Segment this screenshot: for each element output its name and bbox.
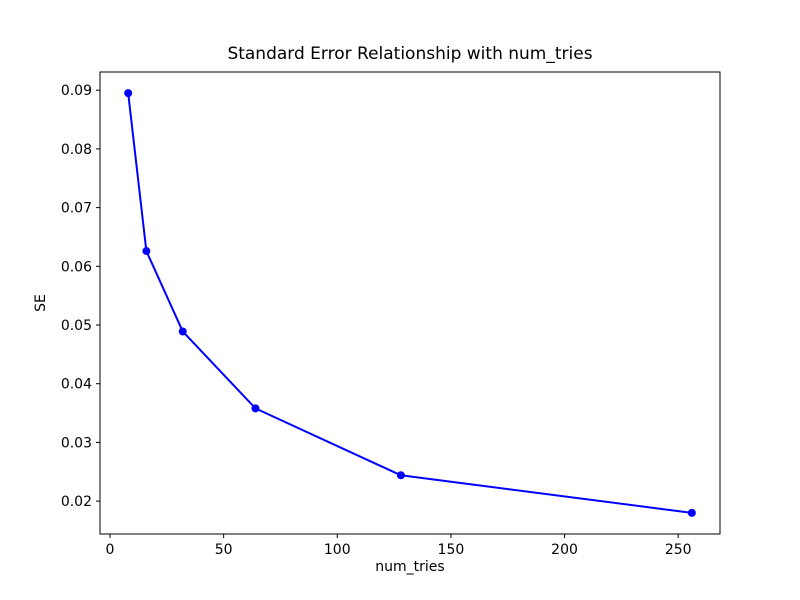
y-tick-label: 0.03 [61, 435, 92, 451]
data-point [687, 508, 696, 517]
x-axis-label: num_tries [375, 559, 444, 575]
x-tick-label: 50 [215, 542, 233, 558]
y-tick-label: 0.08 [61, 142, 92, 158]
data-point [124, 89, 133, 98]
y-tick-label: 0.07 [61, 201, 92, 217]
data-point [178, 327, 187, 336]
data-point [142, 247, 151, 256]
y-tick-label: 0.06 [61, 259, 92, 275]
y-tick-label: 0.04 [61, 377, 92, 393]
x-tick-label: 200 [551, 542, 578, 558]
x-tick-label: 100 [324, 542, 351, 558]
plot-border [99, 71, 721, 535]
chart-title: Standard Error Relationship with num_tri… [227, 44, 592, 64]
x-tick-label: 0 [106, 542, 115, 558]
y-tick-label: 0.09 [61, 83, 92, 99]
series-line [127, 92, 693, 514]
data-point [396, 471, 405, 480]
plot-area: 0 50 100 150 200 250 0.02 0.03 0.04 0.05 0.06 0.07 0… [61, 71, 721, 558]
y-tick-label: 0.02 [61, 494, 92, 510]
x-tick-label: 250 [665, 542, 692, 558]
y-axis-label: SE [33, 294, 49, 312]
data-point [251, 404, 260, 413]
y-tick-label: 0.05 [61, 318, 92, 334]
x-tick-label: 150 [438, 542, 465, 558]
